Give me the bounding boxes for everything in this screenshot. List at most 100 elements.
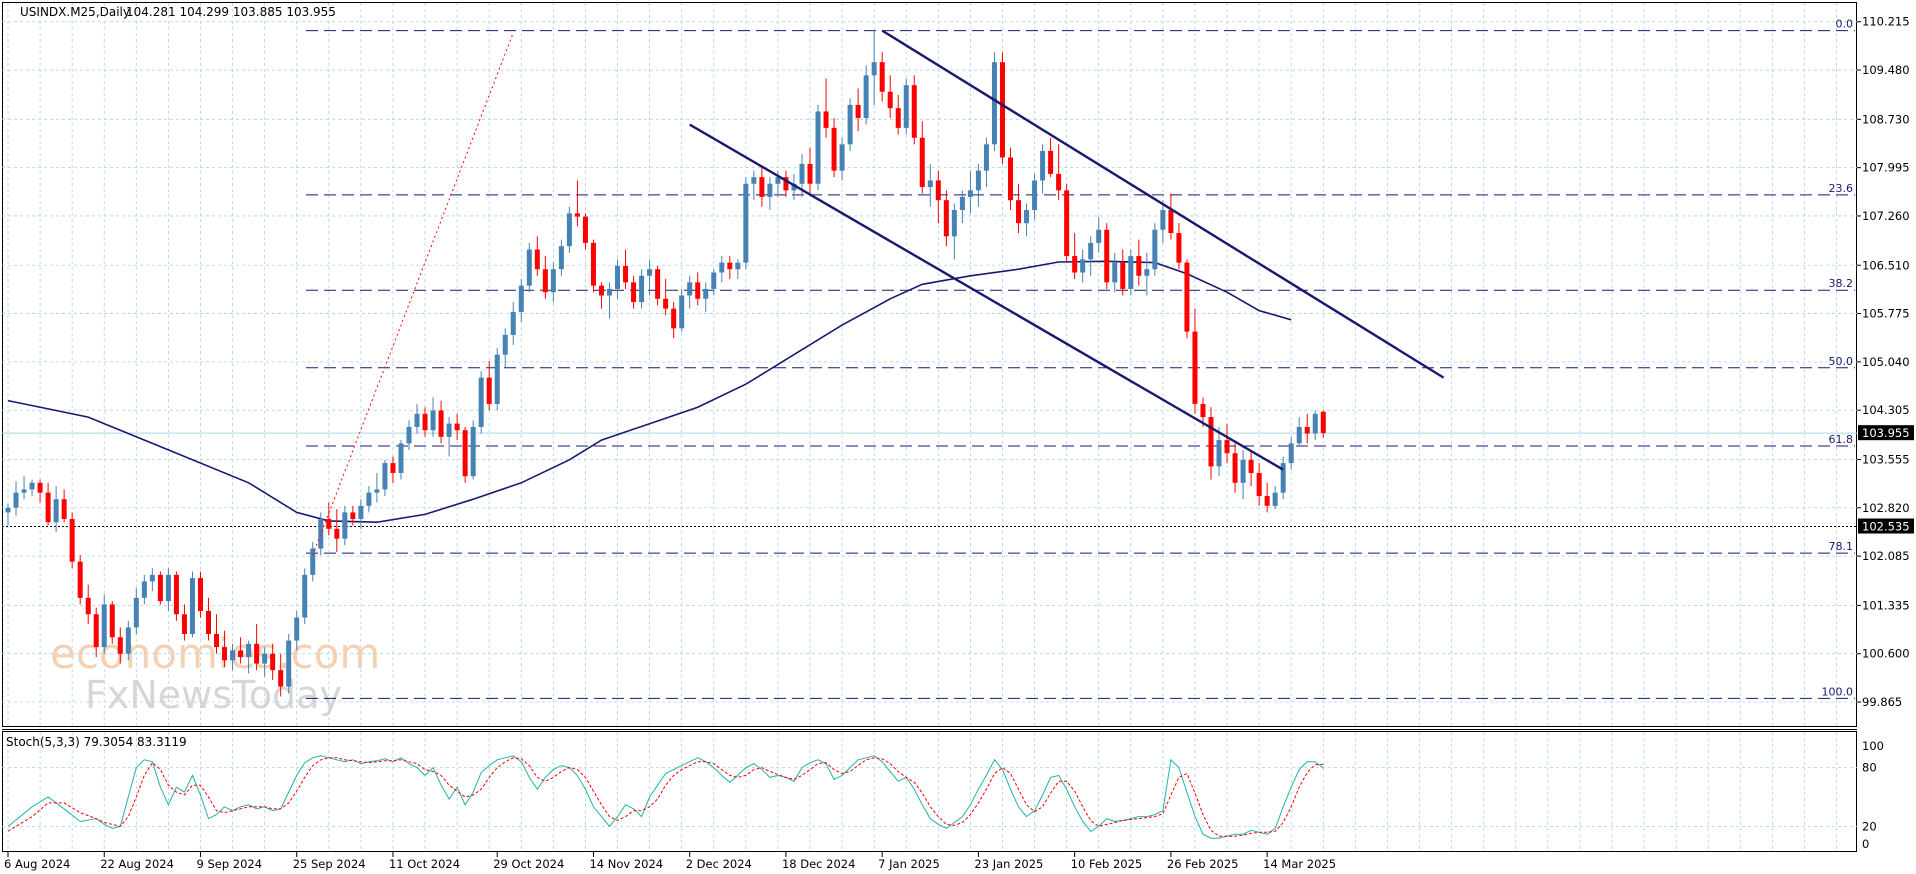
- current-price-tag: [1858, 425, 1914, 441]
- candle-body: [1208, 417, 1214, 467]
- candle-body: [214, 633, 220, 648]
- candle-body: [470, 426, 476, 477]
- candle: [1032, 173, 1038, 220]
- candle-body: [1232, 453, 1238, 483]
- candle: [181, 604, 187, 641]
- candle-body: [598, 285, 604, 296]
- candle-body: [173, 574, 179, 615]
- x-tick-label: 14 Nov 2024: [589, 857, 663, 871]
- candle-body: [326, 518, 332, 529]
- candle: [1208, 407, 1214, 480]
- candle: [390, 456, 396, 483]
- candle: [663, 279, 669, 316]
- candle-body: [542, 269, 548, 293]
- candle-body: [318, 518, 324, 549]
- candle: [935, 170, 941, 224]
- candle-body: [1112, 262, 1118, 283]
- candle: [270, 643, 276, 680]
- candle: [117, 627, 123, 664]
- candle: [1016, 183, 1022, 234]
- candle: [406, 420, 412, 450]
- candle: [607, 282, 612, 319]
- candle: [895, 95, 901, 135]
- fib-level-label: 61.8: [1829, 433, 1854, 446]
- candle: [310, 541, 316, 582]
- candle-body: [855, 104, 861, 119]
- candle: [206, 597, 211, 641]
- candle-body: [943, 200, 949, 237]
- candle: [326, 502, 332, 536]
- candle: [919, 121, 925, 194]
- candle: [1240, 449, 1246, 500]
- candle: [1120, 249, 1126, 296]
- candle: [342, 505, 348, 546]
- chart-title: USINDX.M25,Daily: [20, 5, 130, 19]
- candle-body: [29, 482, 35, 490]
- candle: [77, 555, 83, 605]
- candle: [783, 170, 789, 197]
- candle-body: [510, 311, 516, 335]
- candle: [687, 275, 693, 309]
- candle-body: [294, 617, 300, 641]
- candle-body: [189, 578, 195, 634]
- x-tick-label: 18 Dec 2024: [782, 857, 855, 871]
- x-tick-label: 25 Sep 2024: [293, 857, 366, 871]
- candle-body: [558, 246, 564, 270]
- grid: [2, 3, 1857, 851]
- y-tick-label: 101.335: [1862, 598, 1910, 612]
- candle-body: [1240, 459, 1246, 483]
- candle-body: [671, 308, 677, 329]
- candle-body: [911, 85, 917, 138]
- price-lines: [2, 432, 1857, 528]
- candle-body: [751, 177, 757, 184]
- candle: [1048, 137, 1054, 178]
- candle-body: [863, 75, 869, 119]
- candle-body: [983, 144, 989, 171]
- candle: [863, 65, 869, 125]
- candle: [911, 75, 917, 145]
- candle-body: [1040, 150, 1046, 181]
- candle-body: [999, 62, 1005, 158]
- candle: [494, 348, 500, 411]
- candle: [526, 242, 532, 293]
- candle: [759, 167, 765, 207]
- stoch-y-tick-label: 100: [1862, 739, 1884, 753]
- candle: [470, 420, 476, 480]
- candle-body: [1008, 157, 1013, 201]
- candle: [502, 328, 508, 368]
- candle: [1160, 200, 1166, 243]
- candle: [157, 571, 163, 605]
- candle: [93, 607, 99, 657]
- y-tick-label: 109.480: [1862, 63, 1910, 77]
- candle: [647, 259, 653, 296]
- candle-body: [783, 177, 789, 191]
- candle: [582, 213, 588, 250]
- candle-body: [1216, 440, 1222, 467]
- candle: [767, 177, 773, 211]
- candle: [398, 440, 404, 480]
- candle-body: [374, 489, 380, 493]
- candle-body: [454, 423, 460, 431]
- candle: [727, 256, 733, 280]
- x-tick-label: 26 Feb 2025: [1167, 857, 1239, 871]
- candle: [125, 620, 131, 661]
- candle-body: [1320, 411, 1326, 434]
- candle-body: [719, 262, 725, 273]
- candle: [1008, 147, 1013, 211]
- candle-body: [687, 282, 693, 296]
- candle: [197, 571, 203, 618]
- candle-body: [1128, 256, 1134, 289]
- candle-body: [197, 578, 203, 611]
- candle: [189, 571, 195, 638]
- x-tick-label: 22 Aug 2024: [100, 857, 174, 871]
- candle-body: [358, 505, 364, 519]
- candle: [671, 302, 677, 339]
- candle: [615, 259, 621, 299]
- candle-body: [695, 282, 701, 299]
- candle: [286, 633, 292, 694]
- candle: [550, 262, 556, 303]
- candle-body: [1272, 492, 1278, 506]
- fib-level-label: 38.2: [1829, 277, 1854, 290]
